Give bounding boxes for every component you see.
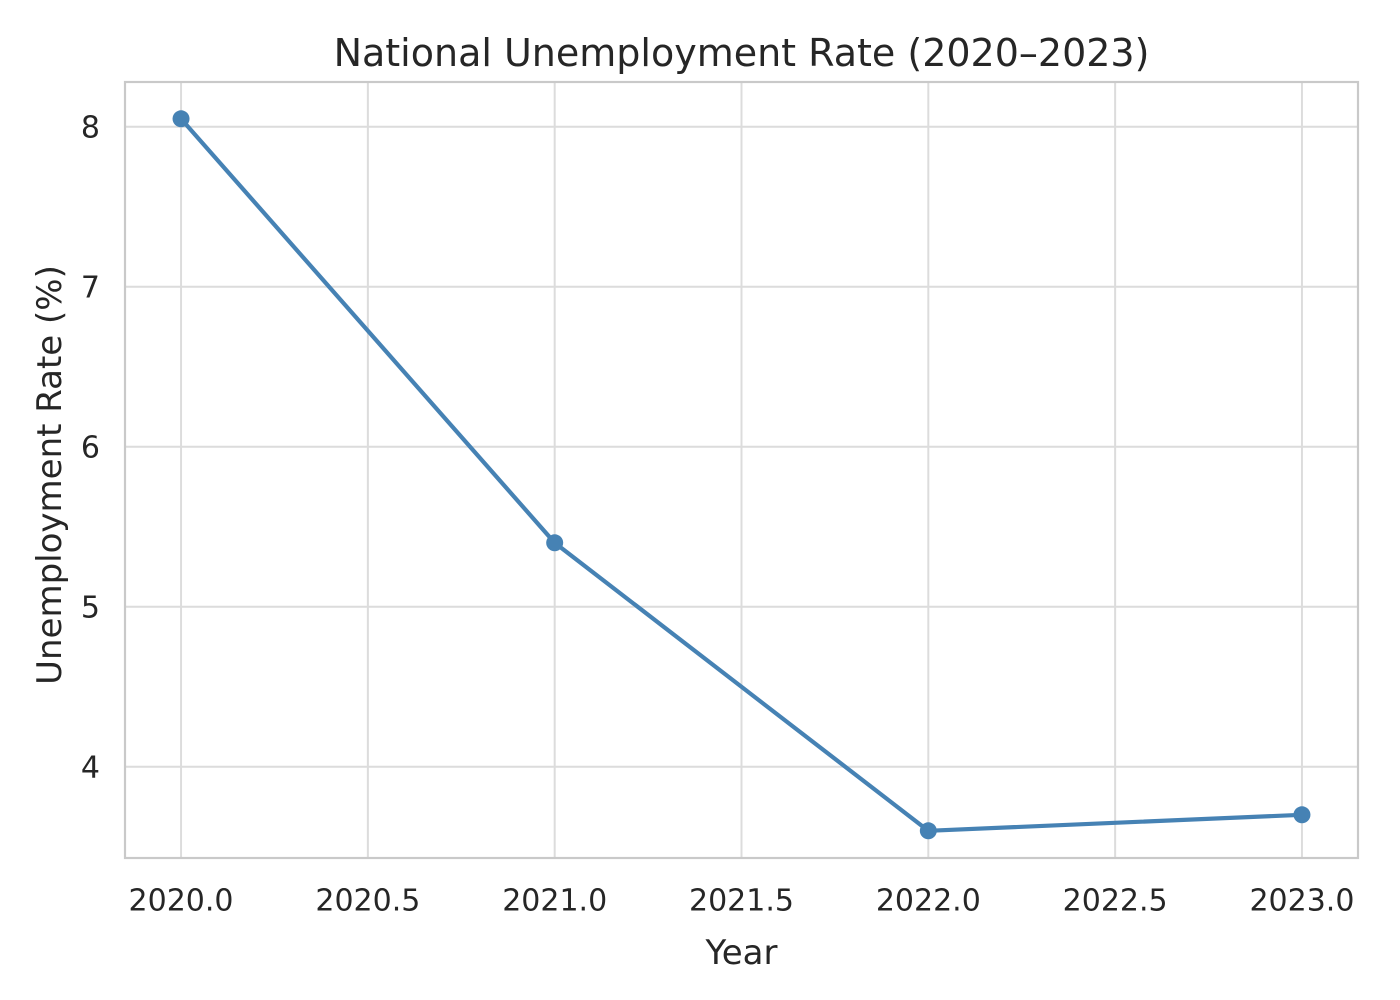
chart-title: National Unemployment Rate (2020–2023) <box>333 31 1150 75</box>
x-tick-label: 2021.0 <box>502 884 607 919</box>
data-point <box>546 534 564 552</box>
data-point <box>172 110 190 128</box>
plot-frame <box>123 80 1360 860</box>
data-line <box>178 116 1305 833</box>
y-tick-label: 7 <box>81 270 100 305</box>
x-tick-label: 2023.0 <box>1249 884 1354 919</box>
y-tick-label: 8 <box>81 110 100 145</box>
data-point <box>1293 806 1311 824</box>
x-tick-label: 2022.0 <box>876 884 981 919</box>
y-tick-label: 5 <box>81 590 100 625</box>
x-axis-label: Year <box>705 933 778 973</box>
x-tick-label: 2020.0 <box>129 884 234 919</box>
x-tick-label: 2020.5 <box>315 884 420 919</box>
x-tick-label: 2022.5 <box>1063 884 1168 919</box>
y-tick-label: 4 <box>81 750 100 785</box>
data-point <box>919 822 937 840</box>
y-tick-label: 6 <box>81 430 100 465</box>
x-tick-label: 2021.5 <box>689 884 794 919</box>
